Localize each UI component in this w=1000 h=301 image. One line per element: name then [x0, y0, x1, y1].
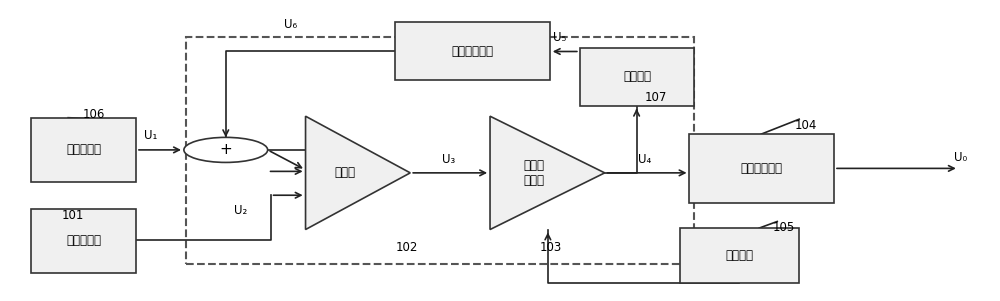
Circle shape [184, 137, 268, 163]
FancyBboxPatch shape [31, 118, 136, 182]
Text: 采样电路: 采样电路 [623, 70, 651, 83]
Text: U₃: U₃ [442, 153, 455, 166]
Text: 102: 102 [395, 241, 418, 254]
Polygon shape [490, 116, 605, 230]
FancyBboxPatch shape [680, 228, 799, 283]
Text: 第三滤波电路: 第三滤波电路 [452, 45, 494, 58]
FancyBboxPatch shape [395, 22, 550, 80]
Text: 106: 106 [83, 108, 106, 121]
Text: 104: 104 [794, 119, 817, 132]
FancyBboxPatch shape [580, 48, 694, 106]
Text: 比较器: 比较器 [335, 166, 356, 179]
Text: +: + [219, 142, 232, 157]
Text: 供电电源: 供电电源 [725, 249, 753, 262]
Text: 103: 103 [540, 241, 562, 254]
Text: 功率放
大电路: 功率放 大电路 [523, 159, 544, 187]
Text: U₂: U₂ [234, 204, 247, 217]
Text: 第一滤波电路: 第一滤波电路 [741, 162, 783, 175]
Text: U₄: U₄ [638, 153, 651, 166]
FancyBboxPatch shape [689, 134, 834, 203]
Text: U₅: U₅ [553, 31, 566, 44]
Text: 105: 105 [772, 222, 794, 234]
Text: U₀: U₀ [954, 151, 967, 164]
Polygon shape [306, 116, 410, 230]
Text: 107: 107 [645, 91, 667, 104]
Text: U₁: U₁ [144, 129, 158, 142]
Text: 101: 101 [61, 209, 84, 222]
Text: 波形发生器: 波形发生器 [66, 234, 101, 247]
Text: U₆: U₆ [284, 18, 297, 31]
FancyBboxPatch shape [31, 209, 136, 273]
Text: 信号发生器: 信号发生器 [66, 143, 101, 156]
